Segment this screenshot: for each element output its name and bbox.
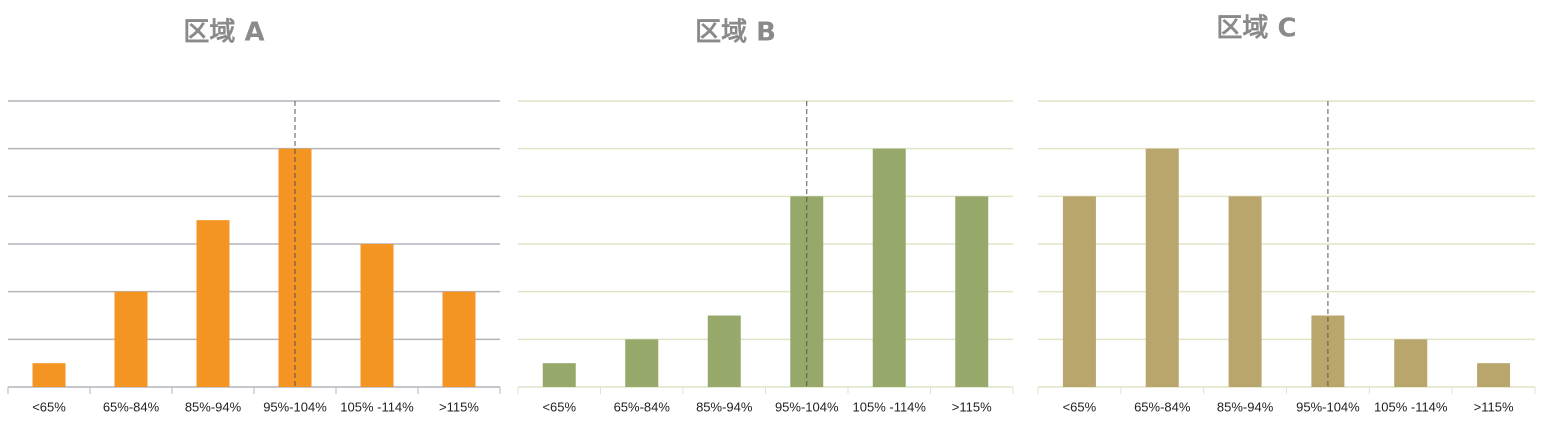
x-tick-label: 95%-104% [775, 399, 839, 414]
bar [625, 339, 659, 387]
chart-title: 区域 A [183, 18, 264, 48]
x-tick-label: <65% [1063, 399, 1097, 414]
x-tick-label: >115% [439, 399, 479, 414]
x-tick-label: >115% [952, 399, 992, 414]
bar [196, 220, 230, 387]
x-tick-label: <65% [32, 399, 66, 414]
bar [360, 244, 394, 387]
x-tick-label: 95%-104% [1296, 399, 1360, 414]
bar [278, 148, 312, 387]
x-tick-label: 65%-84% [614, 399, 671, 414]
bar [442, 291, 476, 387]
x-tick-label: 95%-104% [263, 399, 327, 414]
bar [790, 196, 824, 387]
bar [707, 315, 741, 387]
bar [1062, 196, 1096, 387]
x-tick-label: 85%-94% [696, 399, 753, 414]
x-tick-label: <65% [542, 399, 576, 414]
x-tick-label: >115% [1474, 399, 1514, 414]
x-tick-label: 85%-94% [185, 399, 242, 414]
x-tick-label: 105% -114% [340, 399, 414, 414]
bar [1145, 148, 1179, 387]
x-tick-label: 85%-94% [1217, 399, 1274, 414]
bar [1228, 196, 1262, 387]
x-tick-label: 65%-84% [103, 399, 160, 414]
bar [114, 291, 148, 387]
x-tick-label: 65%-84% [1134, 399, 1191, 414]
chart-title: 区域 B [695, 18, 776, 48]
x-tick-label: 105% -114% [853, 399, 927, 414]
bar [1477, 363, 1511, 387]
chart-title: 区域 C [1216, 14, 1296, 44]
bar [955, 196, 989, 387]
bar [542, 363, 576, 387]
bar [1394, 339, 1428, 387]
bar [872, 148, 906, 387]
x-tick-label: 105% -114% [1374, 399, 1448, 414]
bar [32, 363, 66, 387]
